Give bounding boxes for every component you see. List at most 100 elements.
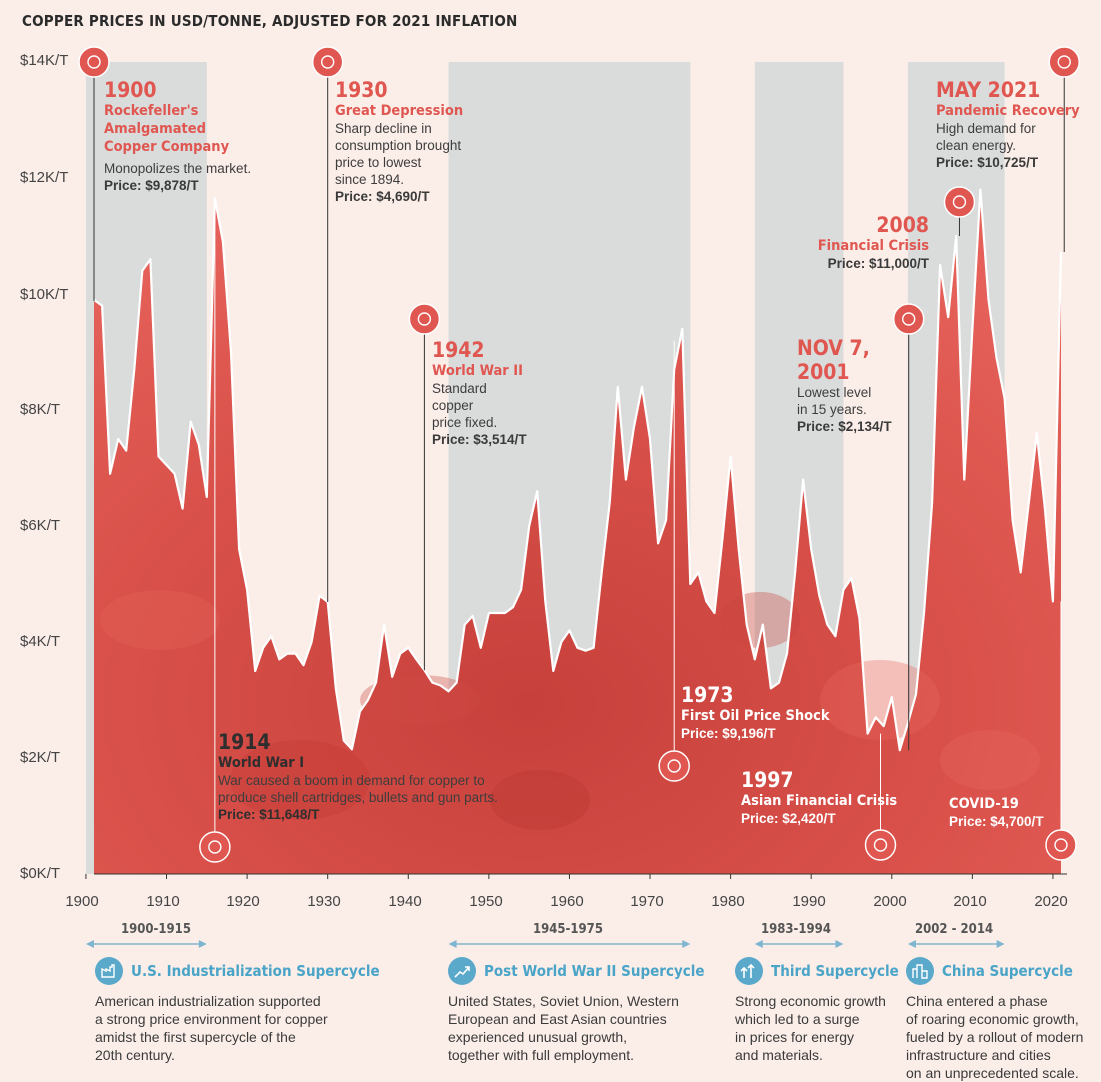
annotation-text: High demand for — [936, 121, 1036, 136]
period-label-1: 1900-1915 — [121, 922, 191, 937]
x-tick-label: 2000 — [873, 893, 907, 910]
marker-glyph — [87, 55, 101, 69]
arrows-up-icon — [735, 957, 763, 985]
marker-glyph — [1054, 838, 1068, 852]
texture-spot — [360, 675, 480, 725]
annotation-event: First Oil Price Shock — [681, 708, 830, 724]
annotation-price: Price: $9,196/T — [681, 726, 776, 741]
x-tick-label: 2020 — [1034, 893, 1068, 910]
supercycle-title-2: Post World War II Supercycle — [484, 962, 705, 980]
falling-chart-icon — [892, 303, 925, 335]
desc-line: Strong economic growth — [735, 993, 886, 1009]
x-tick-label: 1990 — [792, 893, 826, 910]
period-label-2: 1945-1975 — [533, 922, 603, 937]
annotation-text: Standard — [432, 381, 487, 396]
period-arrow-head — [198, 940, 207, 948]
period-arrow-head — [835, 940, 844, 948]
marker-circle — [199, 831, 231, 863]
y-tick-label: $2K/T — [20, 749, 61, 766]
annotation-text: Lowest level — [797, 385, 872, 400]
y-tick-label: $12K/T — [20, 169, 69, 186]
period-arrow-head — [754, 940, 763, 948]
desc-line: in prices for energy — [735, 1029, 855, 1045]
virus-icon — [1045, 829, 1077, 861]
annotation-2021: MAY 2021 Pandemic Recovery High demand f… — [936, 78, 1086, 171]
x-tick-label: 1960 — [550, 893, 584, 910]
x-tick-label: 1950 — [469, 893, 503, 910]
factory-icon — [95, 957, 123, 985]
annotation-text: copper — [432, 398, 474, 413]
x-axis — [85, 873, 1067, 879]
annotation-year: MAY 2021 — [936, 78, 1041, 102]
price-area-fill — [94, 189, 1061, 875]
marker-circle — [892, 303, 925, 335]
x-tick-label: 1910 — [146, 893, 180, 910]
factory-icon — [78, 46, 110, 78]
texture-spot — [100, 590, 220, 650]
annotation-year: 1973 — [681, 683, 734, 707]
annotation-text: in 15 years. — [797, 402, 867, 417]
marker-circle — [658, 750, 690, 782]
desc-line: infrastructure and cities — [906, 1047, 1051, 1063]
marker-glyph — [873, 838, 888, 852]
annotation-text: since 1894. — [335, 172, 405, 187]
annotation-2001: NOV 7, 2001 Lowest level in 15 years. Pr… — [797, 336, 907, 435]
marker-glyph — [667, 759, 681, 773]
x-tick-label: 1980 — [711, 893, 745, 910]
y-tick-label: $4K/T — [20, 633, 61, 650]
chart-title: COPPER PRICES IN USD/TONNE, ADJUSTED FOR… — [22, 12, 518, 30]
price-area — [93, 188, 1063, 875]
desc-line: American industrialization supported — [95, 993, 321, 1009]
period-label-4: 2002 - 2014 — [915, 922, 994, 937]
annotation-1973: 1973 First Oil Price Shock Price: $9,196… — [681, 683, 841, 742]
annotation-text: consumption brought — [335, 138, 462, 153]
annotation-price: Price: $10,725/T — [936, 155, 1039, 170]
marker-circle — [943, 186, 976, 218]
annotation-price: Price: $11,648/T — [218, 807, 320, 822]
annotation-event: World War II — [432, 363, 523, 379]
annotation-price: Price: $2,134/T — [797, 419, 892, 434]
marker-glyph — [952, 195, 967, 209]
alert-icon — [864, 829, 897, 861]
annotation-event: Rockefeller's Amalgamated — [104, 103, 206, 137]
annotation-text: produce shell cartridges, bullets and gu… — [218, 790, 498, 805]
texture-spot — [720, 592, 800, 648]
supercycle-desc-4: China entered a phase of roaring economi… — [906, 992, 1096, 1082]
supercycle-desc-1: American industrialization supported a s… — [95, 992, 395, 1064]
desc-line: which led to a surge — [735, 1011, 860, 1027]
x-tick-label: 1940 — [388, 893, 422, 910]
marker-glyph — [208, 840, 222, 854]
y-tick-label: $10K/T — [20, 286, 69, 303]
annotation-2008: 2008 Financial Crisis Price: $11,000/T — [805, 213, 929, 272]
house-crash-icon — [311, 46, 344, 78]
green-energy-icon — [1048, 46, 1080, 78]
marker-glyph — [417, 312, 432, 326]
period-arrow-head — [907, 940, 916, 948]
annotation-price: Price: $4,700/T — [949, 814, 1044, 829]
texture-spot — [490, 770, 590, 830]
texture-spot — [230, 740, 370, 820]
marker-circle — [1045, 829, 1077, 861]
desc-line: China entered a phase — [906, 993, 1048, 1009]
annotation-covid: COVID-19 Price: $4,700/T — [949, 795, 1049, 830]
supercycle-desc-3: Strong economic growth which led to a su… — [735, 992, 905, 1064]
annotation-price: Price: $2,420/T — [741, 811, 836, 826]
marker-circle — [864, 829, 897, 861]
annotation-year: 1942 — [432, 338, 485, 362]
marker-circle — [408, 303, 441, 335]
period-label-3: 1983-1994 — [761, 922, 831, 937]
desc-line: fueled by a rollout of modern — [906, 1029, 1084, 1045]
annotation-text: Sharp decline in — [335, 121, 432, 136]
annotation-text: price fixed. — [432, 415, 498, 430]
annotation-year: 1930 — [335, 78, 388, 102]
supercycle-title-3: Third Supercycle — [771, 962, 899, 980]
chart-growth-icon — [448, 957, 476, 985]
y-tick-label: $6K/T — [20, 517, 61, 534]
desc-line: together with full employment. — [448, 1047, 634, 1063]
desc-line: European and East Asian countries — [448, 1011, 667, 1027]
price-line — [93, 188, 1063, 752]
y-tick-label: $14K/T — [20, 52, 69, 69]
marker-glyph — [1057, 55, 1071, 69]
annotation-event: Financial Crisis — [817, 238, 929, 254]
desc-line: amidst the first supercycle of the — [95, 1029, 296, 1045]
